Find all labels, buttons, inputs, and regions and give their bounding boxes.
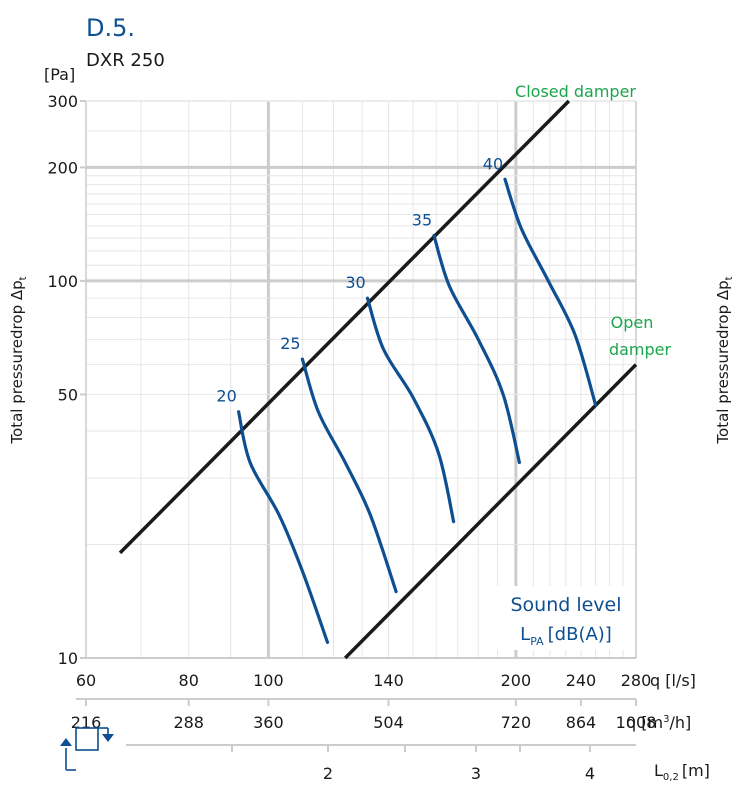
l-tick-label: 4 [585,764,595,783]
y-axis-title-right-sub: t [724,276,735,280]
curve-label-30: 30 [345,273,365,292]
x-axis-unit-m3h-prefix: q [m [626,713,663,732]
open-damper-label-line1: Open [611,313,654,332]
y-axis-title-right: Total pressuredrop Δpt [714,276,735,444]
x-tick-label-m3h: 1008 [616,713,657,732]
svg-text:LPA[dB(A)]: LPA [dB(A)] [520,624,612,648]
damper-icon [60,727,114,771]
x-axis-flow-ls: 60 80 100 140 200 240 280 [76,671,651,690]
grid [86,101,636,658]
y-tick-label: 300 [47,92,78,111]
l-axis-unit-sub: 0,2 [663,772,679,783]
svg-text:L0,2[m]: L0,2 [m] [654,761,710,783]
sound-level-title: Sound level [510,594,621,616]
x-tick-label-ls: 140 [373,671,404,690]
y-tick-label: 10 [58,649,78,668]
open-damper-label-line2: damper [609,340,672,359]
damper-lines [118,99,638,660]
y-tick-label: 100 [47,272,78,291]
curve-label-20: 20 [216,387,236,406]
sound-level-curve-35 [432,233,521,465]
x-tick-label-m3h: 288 [173,713,204,732]
chart-model: DXR 250 [86,50,165,71]
y-tick-label: 200 [47,158,78,177]
sound-level-unit-suffix: [dB(A)] [548,624,612,645]
x-tick-label-ls: 240 [566,671,597,690]
x-tick-label-ls: 60 [76,671,96,690]
x-tick-label-ls: 280 [621,671,652,690]
l-tick-label: 2 [323,764,333,783]
x-tick-label-m3h: 360 [253,713,284,732]
svg-text:Total pressuredrop Δpt: Total pressuredrop Δpt [8,276,29,444]
x-tick-label-m3h: 864 [566,713,597,732]
sound-level-curves [237,177,598,644]
y-axis-unit: [Pa] [44,65,75,84]
x-axis-flow-m3h: 216 288 360 504 720 864 1008 [71,698,657,732]
x-axis-unit-m3h-suffix: /h] [669,713,691,732]
x-tick-label-ls: 200 [501,671,532,690]
sound-level-unit-main: L [520,624,530,645]
l-axis-unit-main: L [654,761,663,780]
x-axis-unit-m3h-sup: 3 [663,714,669,725]
sound-level-curve-labels: 20 25 30 35 40 [216,154,503,405]
curve-label-35: 35 [412,210,432,229]
y-axis-title-sub: t [18,276,29,280]
sound-level-curve-25 [300,357,398,594]
l-axis: 2 3 4 [126,744,636,783]
closed-damper-label: Closed damper [515,82,636,101]
x-tick-label-ls: 80 [179,671,199,690]
x-tick-label-ls: 100 [253,671,284,690]
y-axis-title-right-main: Total pressuredrop Δp [714,280,732,444]
plot-frame [80,100,637,659]
y-axis-ticks: 10 50 100 200 300 [47,92,86,668]
curve-label-40: 40 [483,154,503,173]
closed-damper-line [118,99,571,555]
sound-level-curve-30 [365,296,456,524]
y-axis-title-main: Total pressuredrop Δp [8,280,26,444]
sound-level-unit-sub: PA [530,635,544,648]
svg-text:q [m3/h]: q [m3/h] [626,713,691,732]
x-tick-label-m3h: 720 [501,713,532,732]
y-axis-title-left: Total pressuredrop Δpt [8,276,29,444]
y-tick-label: 50 [58,385,78,404]
x-tick-label-m3h: 504 [373,713,404,732]
l-axis-unit-suffix: [m] [682,761,710,780]
curve-label-25: 25 [280,334,300,353]
chart-code: D.5. [86,14,135,42]
open-damper-line [343,363,638,660]
svg-text:Total pressuredrop Δpt: Total pressuredrop Δpt [714,276,735,444]
sound-level-curve-20 [237,410,330,644]
l-tick-label: 3 [471,764,481,783]
x-axis-unit-ls: q [l/s] [650,671,696,690]
sound-level-curve-40 [503,177,598,407]
